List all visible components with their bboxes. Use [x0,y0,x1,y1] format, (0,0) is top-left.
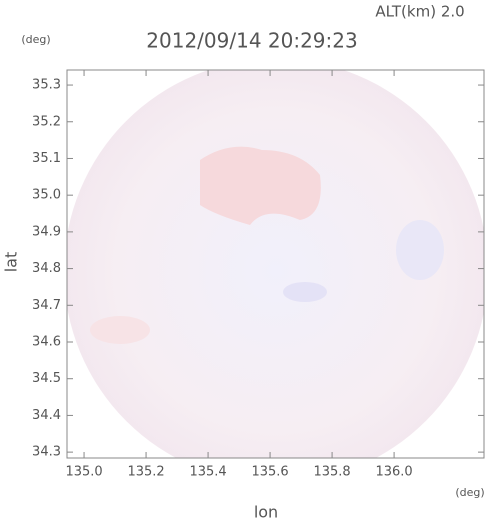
y-tick-label: 35.1 [32,151,61,166]
x-tick-label: 135.0 [65,465,102,480]
y-tick-label: 34.7 [32,298,61,313]
y-tick-label: 34.5 [32,371,61,386]
y-tick-label: 34.4 [32,408,61,423]
y-unit: (deg) [21,33,50,46]
y-tick-label: 35.2 [32,114,61,129]
x-tick-label: 135.4 [189,465,226,480]
y-tick-label: 34.8 [32,261,61,276]
radar-image [67,70,484,458]
x-unit: (deg) [455,486,484,499]
y-tick-label: 35.0 [32,188,61,203]
subtitle: ALT(km) 2.0 [375,3,464,21]
x-tick-label: 135.2 [127,465,164,480]
plot-frame [66,69,485,459]
y-tick-label: 34.6 [32,335,61,350]
y-tick-label: 35.3 [32,78,61,93]
x-axis-label: lon [254,503,278,522]
y-tick-label: 34.3 [32,445,61,460]
x-tick-label: 135.8 [313,465,350,480]
y-tick-label: 34.9 [32,224,61,239]
x-tick-label: 136.0 [375,465,412,480]
x-tick-label: 135.6 [251,465,288,480]
chart-title: 2012/09/14 20:29:23 [146,29,357,53]
y-axis-label: lat [2,252,21,273]
